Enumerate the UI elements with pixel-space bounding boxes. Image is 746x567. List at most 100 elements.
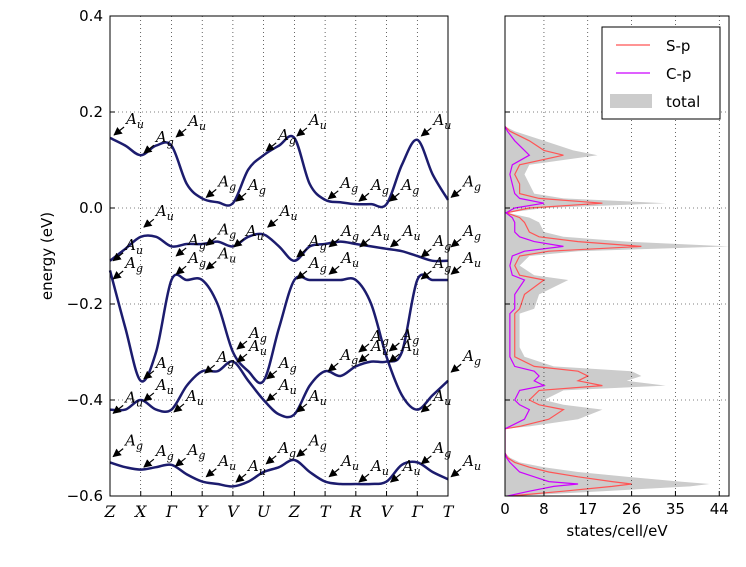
annotation-sub: g (167, 136, 174, 149)
annotation: Ag (216, 172, 236, 193)
annotation-text: A (307, 111, 320, 129)
annotation-sub: u (413, 465, 420, 478)
annotation: Au (154, 376, 174, 397)
annotation-arrow (420, 248, 432, 258)
annotation-text: A (246, 457, 259, 475)
annotation-text: A (277, 354, 290, 372)
annotation-text: A (216, 172, 229, 190)
annotation-sub: u (260, 345, 267, 358)
annotation-sub: g (352, 230, 359, 243)
annotation-arrow (112, 404, 124, 414)
annotation: Au (278, 202, 298, 223)
annotation-arrow (296, 448, 308, 458)
annotation-sub: g (167, 450, 174, 463)
x-tick-label: 44 (710, 500, 729, 518)
annotation-arrow (328, 238, 340, 248)
annotation: Ag (186, 249, 206, 270)
annotation-text: A (401, 457, 414, 475)
annotation-arrow (327, 362, 339, 372)
annotation-sub: g (228, 356, 235, 369)
y-tick-label: −0.6 (67, 487, 103, 505)
annotation-text: A (154, 128, 167, 146)
annotation: Ag (399, 176, 419, 197)
plot-frame (504, 15, 730, 497)
annotation-text: A (401, 222, 414, 240)
annotation-arrow (388, 192, 400, 202)
annotation-text: A (216, 220, 229, 238)
annotation-sub: u (290, 384, 297, 397)
annotation-sub: u (382, 345, 389, 358)
annotation-text: A (123, 254, 136, 272)
annotation-arrow (296, 270, 308, 280)
x-tick-label: Γ (165, 502, 178, 521)
annotation-arrow (143, 218, 155, 228)
annotation-arrow (236, 340, 248, 350)
band-line (109, 458, 449, 488)
annotation-text: A (461, 172, 474, 190)
legend-label: total (666, 93, 700, 111)
annotation-arrow (296, 248, 308, 258)
annotation-sub: u (137, 118, 144, 131)
annotation-sub: g (259, 184, 266, 197)
plot-frame (109, 15, 449, 497)
annotation: Au (246, 457, 266, 478)
annotation-text: A (247, 337, 260, 355)
annotation-arrow (173, 403, 185, 413)
annotation-arrow (296, 127, 308, 137)
annotation-arrow (420, 270, 432, 280)
annotation-text: A (369, 337, 382, 355)
annotation-arrow (265, 142, 277, 152)
x-tick-label: R (349, 502, 362, 521)
annotation-text: A (123, 432, 136, 450)
annotation-text: A (399, 176, 412, 194)
x-tick-label: Z (288, 502, 301, 521)
annotation: Au (123, 236, 143, 257)
annotation-arrow (328, 265, 340, 275)
annotation: Au (461, 452, 481, 473)
annotation-arrow (388, 342, 400, 352)
annotation-sub: u (383, 230, 390, 243)
annotation-text: A (431, 387, 444, 405)
annotation-arrow (143, 144, 155, 154)
annotation-text: A (247, 324, 260, 342)
annotation-arrow (235, 192, 247, 202)
annotation-arrow (265, 455, 277, 465)
annotation-text: A (461, 222, 474, 240)
annotation: Ag (339, 222, 359, 243)
annotation-sub: g (199, 239, 206, 252)
annotation-arrow (205, 260, 217, 270)
legend-label: C-p (666, 65, 691, 83)
annotation: Ag (186, 231, 206, 252)
annotation-sub: g (474, 355, 481, 368)
annotation-sub: g (229, 180, 236, 193)
annotation-sub: u (382, 465, 389, 478)
annotation: Ag (461, 222, 481, 243)
annotation-text: A (186, 249, 199, 267)
y-tick-label: 0.4 (79, 7, 103, 25)
annotation-sub: u (412, 345, 419, 358)
x-tick-label: 0 (500, 500, 510, 518)
annotation-arrow (359, 238, 371, 248)
dos-plot (505, 125, 729, 496)
annotation-sub: g (474, 180, 481, 193)
annotation-sub: g (199, 257, 206, 270)
band-line (109, 273, 448, 419)
annotation: Au (277, 376, 297, 397)
annotation-sub: u (229, 460, 236, 473)
annotation-sub: g (136, 440, 143, 453)
annotation: Au (339, 452, 359, 473)
annotation-sub: g (351, 182, 358, 195)
annotation-text: A (154, 376, 167, 394)
annotation-arrow (266, 392, 278, 402)
annotation-sub: g (382, 184, 389, 197)
annotation: Ag (215, 348, 235, 369)
y-tick-label: −0.4 (67, 391, 103, 409)
annotation-sub: g (382, 335, 389, 348)
annotation-arrow (205, 468, 217, 478)
annotation: Au (186, 112, 206, 133)
x-tick-label: Z (103, 502, 116, 521)
annotation-sub: g (474, 230, 481, 243)
y-axis-label: energy (eV) (38, 212, 56, 300)
annotation-arrow (267, 218, 279, 228)
